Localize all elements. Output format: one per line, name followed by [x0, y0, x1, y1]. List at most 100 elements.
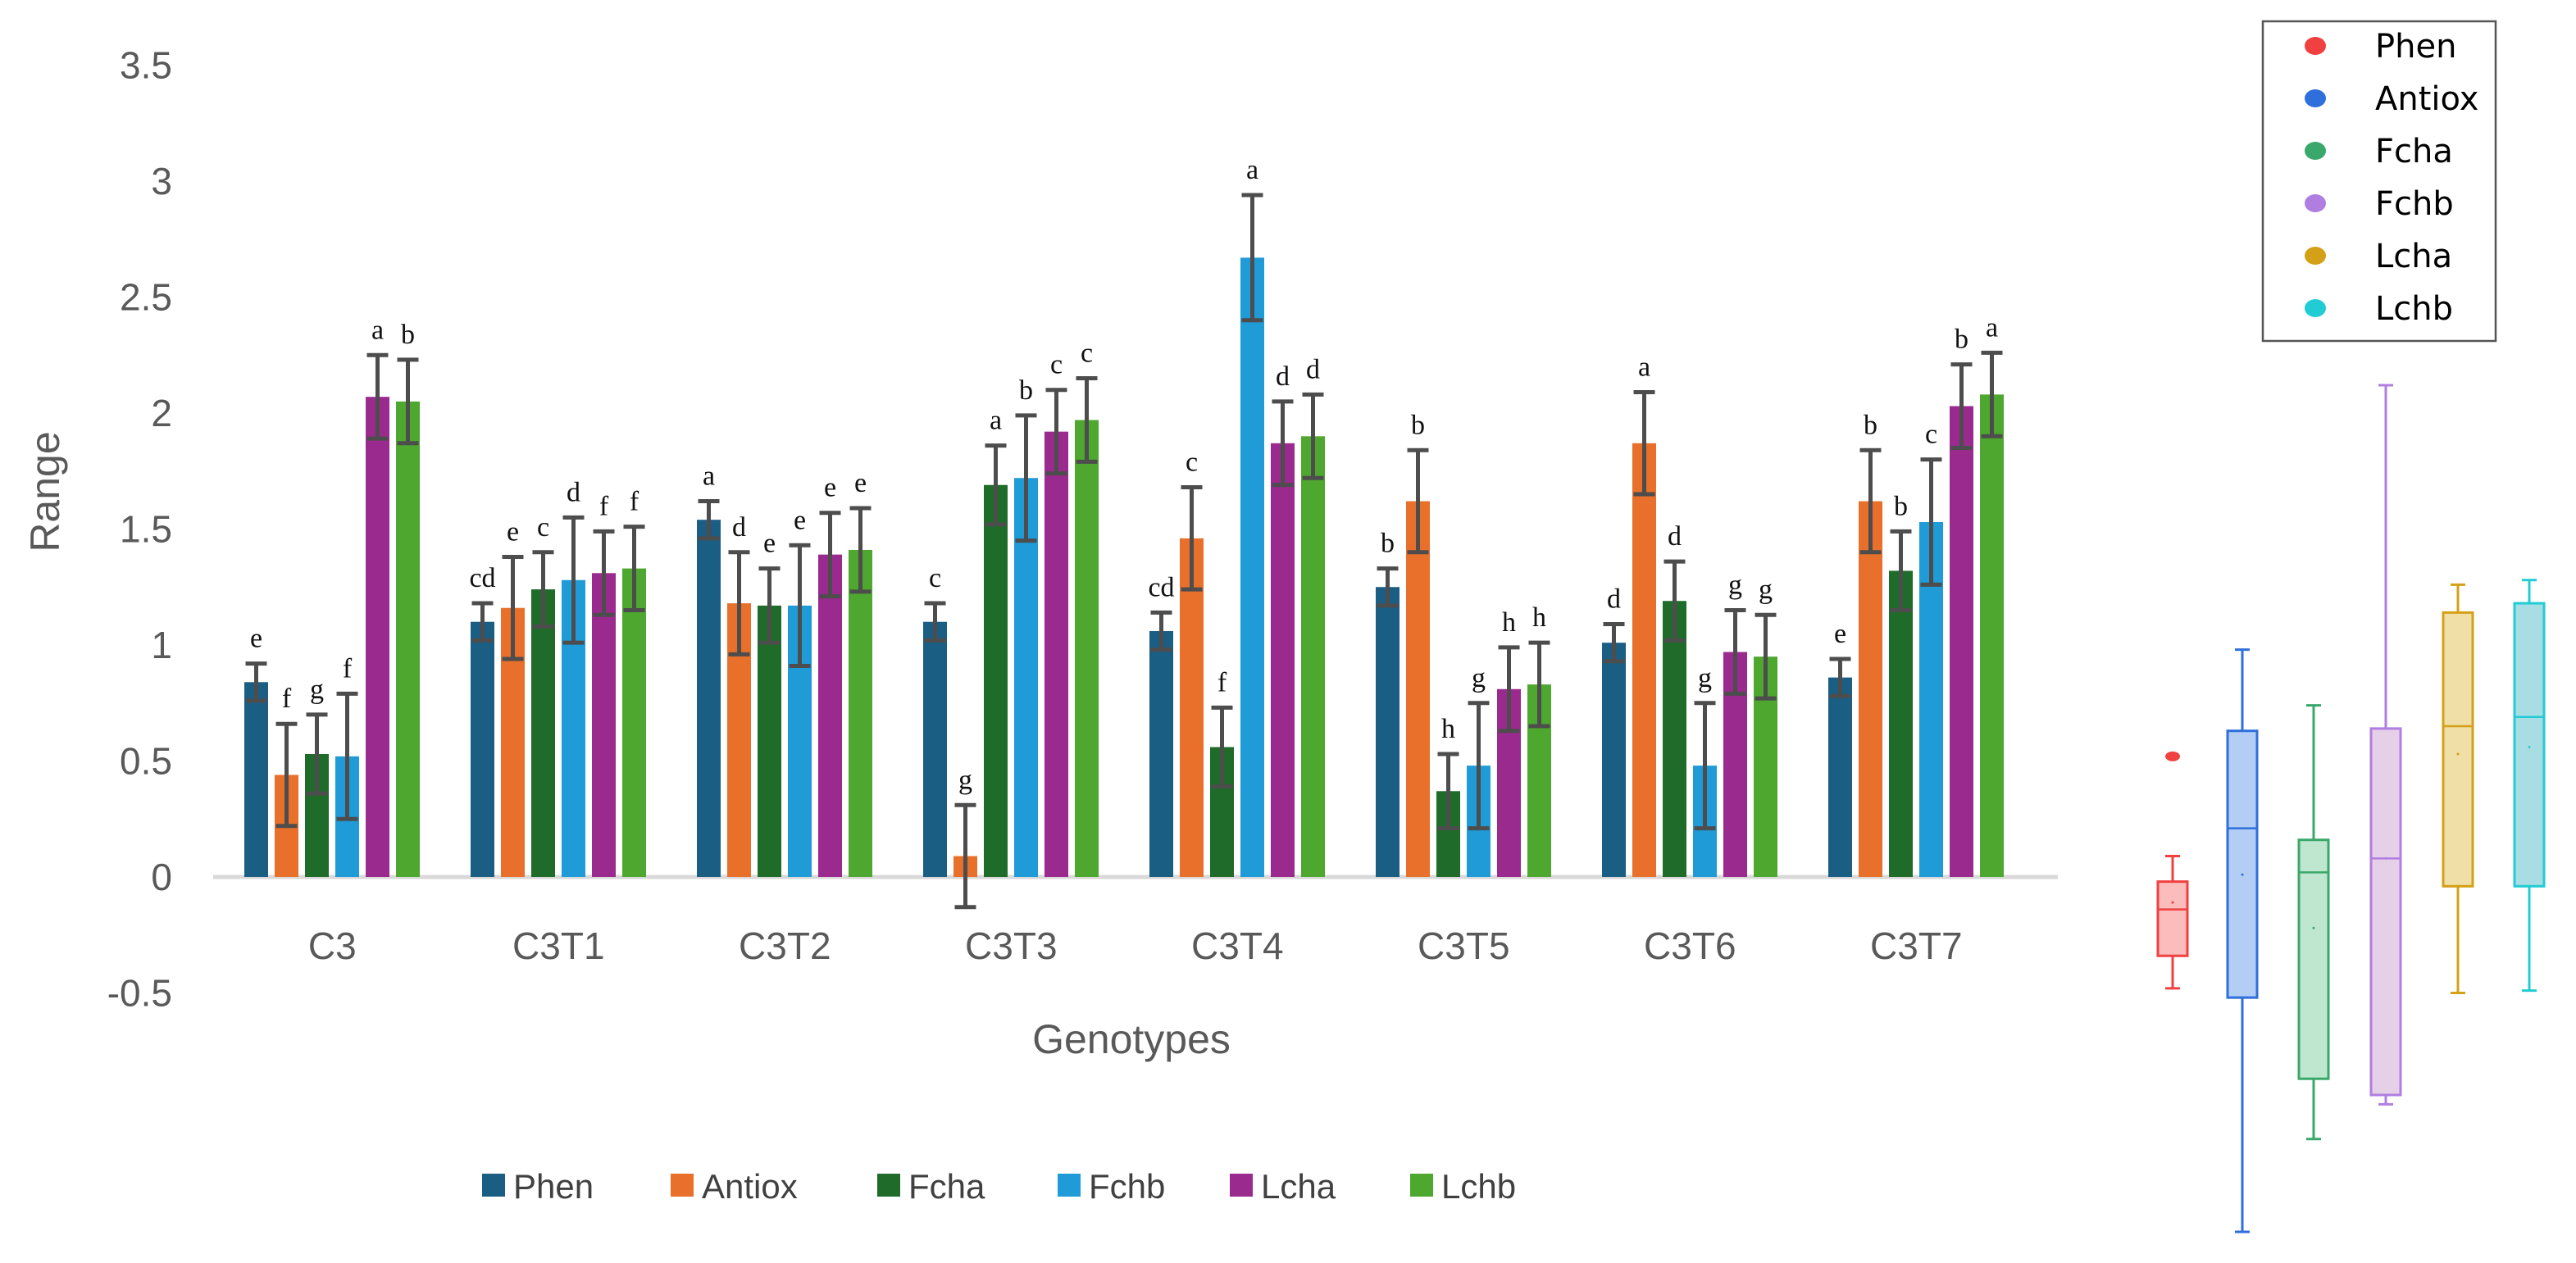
significance-letter: e — [763, 529, 776, 559]
mean-marker-antiox — [2241, 873, 2244, 876]
legend-label: Antiox — [2375, 80, 2478, 118]
bar-fcha — [531, 589, 555, 877]
significance-letter: d — [1607, 584, 1621, 615]
significance-letter: d — [1668, 521, 1682, 552]
significance-letter: e — [1834, 619, 1846, 649]
box-antiox — [2226, 729, 2259, 999]
legend-label: Fcha — [908, 1167, 985, 1206]
mean-marker-fcha — [2312, 926, 2315, 929]
bar-lcha — [366, 397, 389, 877]
y-tick-label: -0.5 — [107, 972, 172, 1015]
x-tick-label: C3T3 — [965, 925, 1057, 967]
mean-marker-fchb — [2384, 856, 2387, 860]
y-axis-title: Range — [22, 431, 68, 552]
significance-letter: a — [990, 406, 1002, 436]
box-lcha — [2442, 611, 2474, 888]
significance-letter: a — [1986, 312, 1998, 343]
bar-phen — [1828, 677, 1852, 877]
bar-fcha — [1889, 570, 1913, 877]
legend-dot-phen — [2305, 37, 2326, 55]
bar-lcha — [1271, 443, 1295, 877]
bar-lchb — [1301, 436, 1325, 877]
bar-antiox — [1180, 538, 1204, 877]
bar-lchb — [396, 401, 420, 878]
bar-lcha — [1950, 406, 1973, 877]
legend-label: Phen — [513, 1167, 594, 1206]
significance-letter: a — [703, 461, 715, 492]
box-plot — [2156, 384, 2546, 1233]
bar-phen — [1376, 587, 1400, 877]
bar-phen — [1602, 643, 1626, 877]
x-tick-label: C3 — [308, 925, 357, 967]
significance-letter: g — [1698, 663, 1712, 693]
bar-lcha — [818, 554, 842, 877]
significance-letter: b — [1864, 410, 1877, 440]
box-plot-legend: Phen Antiox Fcha Fchb Lcha Lchb — [2261, 20, 2497, 343]
legend-label: Fchb — [1089, 1167, 1165, 1206]
significance-letter: e — [507, 516, 519, 547]
significance-letter: d — [1306, 354, 1320, 384]
significance-letter: c — [1925, 420, 1937, 450]
mean-marker-phen — [2171, 901, 2174, 904]
significance-letter: g — [958, 765, 972, 795]
bar-lchb — [1075, 420, 1099, 877]
y-tick-label: 0.5 — [120, 740, 172, 783]
bar-phen — [697, 520, 721, 877]
legend-dot-fchb — [2305, 194, 2326, 212]
y-tick-label: 2 — [151, 392, 172, 434]
legend-label: Fcha — [2375, 133, 2453, 170]
legend-label: Lcha — [2375, 238, 2452, 275]
significance-letter: f — [599, 491, 609, 521]
bar-antiox — [1406, 501, 1430, 877]
outlier-point-phen — [2165, 751, 2180, 761]
bar-lchb — [849, 549, 872, 877]
y-tick-label: 1.5 — [120, 508, 172, 551]
legend-dot-lcha — [2305, 247, 2326, 265]
y-tick-label: 1 — [151, 624, 172, 666]
mean-marker-lcha — [2456, 752, 2460, 756]
legend-label: Fchb — [2375, 185, 2454, 223]
significance-letter: e — [794, 505, 806, 535]
legend-swatch-fchb — [1058, 1174, 1081, 1197]
significance-letter: h — [1502, 607, 1516, 638]
y-tick-label: 3 — [151, 160, 172, 202]
bar-lcha — [592, 573, 616, 877]
significance-letter: h — [1441, 714, 1455, 744]
legend-swatch-phen — [482, 1174, 505, 1197]
significance-letter: e — [854, 468, 867, 498]
bar-fchb — [1014, 478, 1038, 877]
x-tick-label: C3T7 — [1870, 925, 1962, 967]
bar-fchb — [1240, 257, 1264, 877]
significance-letter: b — [401, 320, 415, 350]
significance-letter: b — [1411, 410, 1425, 440]
significance-letter: b — [1955, 325, 1968, 355]
y-tick-label: 3.5 — [120, 44, 172, 87]
bar-legend: Phen Antiox Fcha Fchb Lcha Lchb — [482, 1167, 1516, 1206]
significance-letter: b — [1894, 491, 1908, 521]
significance-letter: c — [1186, 448, 1198, 478]
box-fcha — [2297, 838, 2330, 1080]
significance-letter: d — [567, 477, 580, 507]
box-lchb — [2513, 602, 2546, 888]
x-tick-label: C3T1 — [512, 925, 604, 967]
bar-lchb — [622, 568, 646, 877]
y-tick-label: 2.5 — [120, 276, 172, 319]
significance-letter: cd — [469, 563, 495, 593]
bar-lcha — [1045, 431, 1068, 877]
bar-phen — [1149, 631, 1173, 877]
legend-swatch-fcha — [877, 1174, 900, 1197]
significance-letter: c — [1081, 338, 1093, 369]
significance-letter: c — [1050, 350, 1063, 380]
significance-letter: d — [732, 512, 746, 543]
box-phen — [2156, 880, 2189, 957]
bar-lchb — [1980, 394, 2004, 877]
legend-label: Phen — [2375, 28, 2456, 66]
significance-letter: f — [343, 653, 353, 684]
significance-letter: d — [1276, 361, 1290, 392]
significance-letter: e — [824, 473, 836, 503]
significance-letter: g — [1472, 663, 1486, 693]
legend-label: Lchb — [1441, 1167, 1516, 1206]
legend-swatch-antiox — [671, 1174, 694, 1197]
legend-dot-antiox — [2305, 89, 2326, 107]
significance-letter: c — [929, 563, 941, 593]
